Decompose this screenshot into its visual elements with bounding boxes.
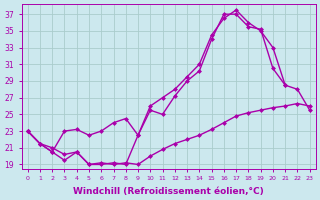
- X-axis label: Windchill (Refroidissement éolien,°C): Windchill (Refroidissement éolien,°C): [73, 187, 264, 196]
